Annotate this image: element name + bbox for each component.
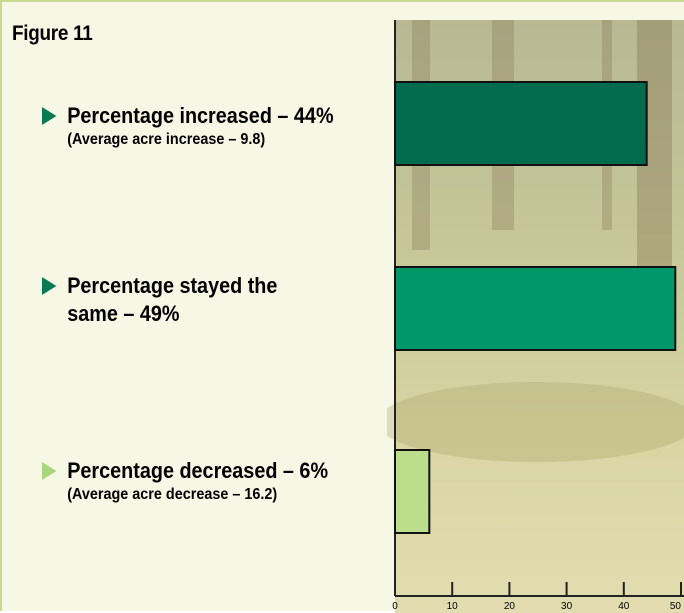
x-tick-label: 20 bbox=[504, 601, 516, 612]
legend-item-increased-row: Percentage increased – 44% bbox=[42, 102, 334, 130]
label-same: Percentage stayed the same – 49% bbox=[67, 273, 278, 326]
legend-item-same: Percentage stayed the same – 49% bbox=[42, 272, 319, 328]
legend-item-decreased-row: Percentage decreased – 6% bbox=[42, 457, 328, 485]
arrow-right-icon bbox=[42, 107, 57, 125]
label-decreased: Percentage decreased – 6% bbox=[67, 458, 329, 483]
x-tick-label: 40 bbox=[618, 601, 630, 612]
x-tick-label: 30 bbox=[561, 601, 573, 612]
note-increased: (Average acre increase – 9.8) bbox=[67, 131, 266, 148]
legend-item-same-row: Percentage stayed the same – 49% bbox=[42, 272, 319, 328]
arrow-right-icon bbox=[42, 462, 57, 480]
legend-item-increased: Percentage increased – 44% (Average acre… bbox=[42, 102, 334, 150]
legend-item-decreased: Percentage decreased – 6% (Average acre … bbox=[42, 457, 328, 505]
bar-same bbox=[394, 266, 677, 351]
bar-decreased bbox=[394, 449, 431, 534]
x-tick-label: 50 bbox=[670, 601, 682, 612]
note-decreased: (Average acre decrease – 16.2) bbox=[67, 486, 278, 503]
figure-title: Figure 11 bbox=[12, 22, 93, 45]
bar-chart: 0 10 20 30 40 50 bbox=[387, 20, 684, 613]
label-increased: Percentage increased – 44% bbox=[67, 103, 334, 128]
bar-increased bbox=[394, 81, 648, 166]
arrow-right-icon bbox=[42, 277, 57, 295]
x-tick-label: 10 bbox=[447, 601, 459, 612]
x-tick-label: 0 bbox=[392, 601, 398, 612]
